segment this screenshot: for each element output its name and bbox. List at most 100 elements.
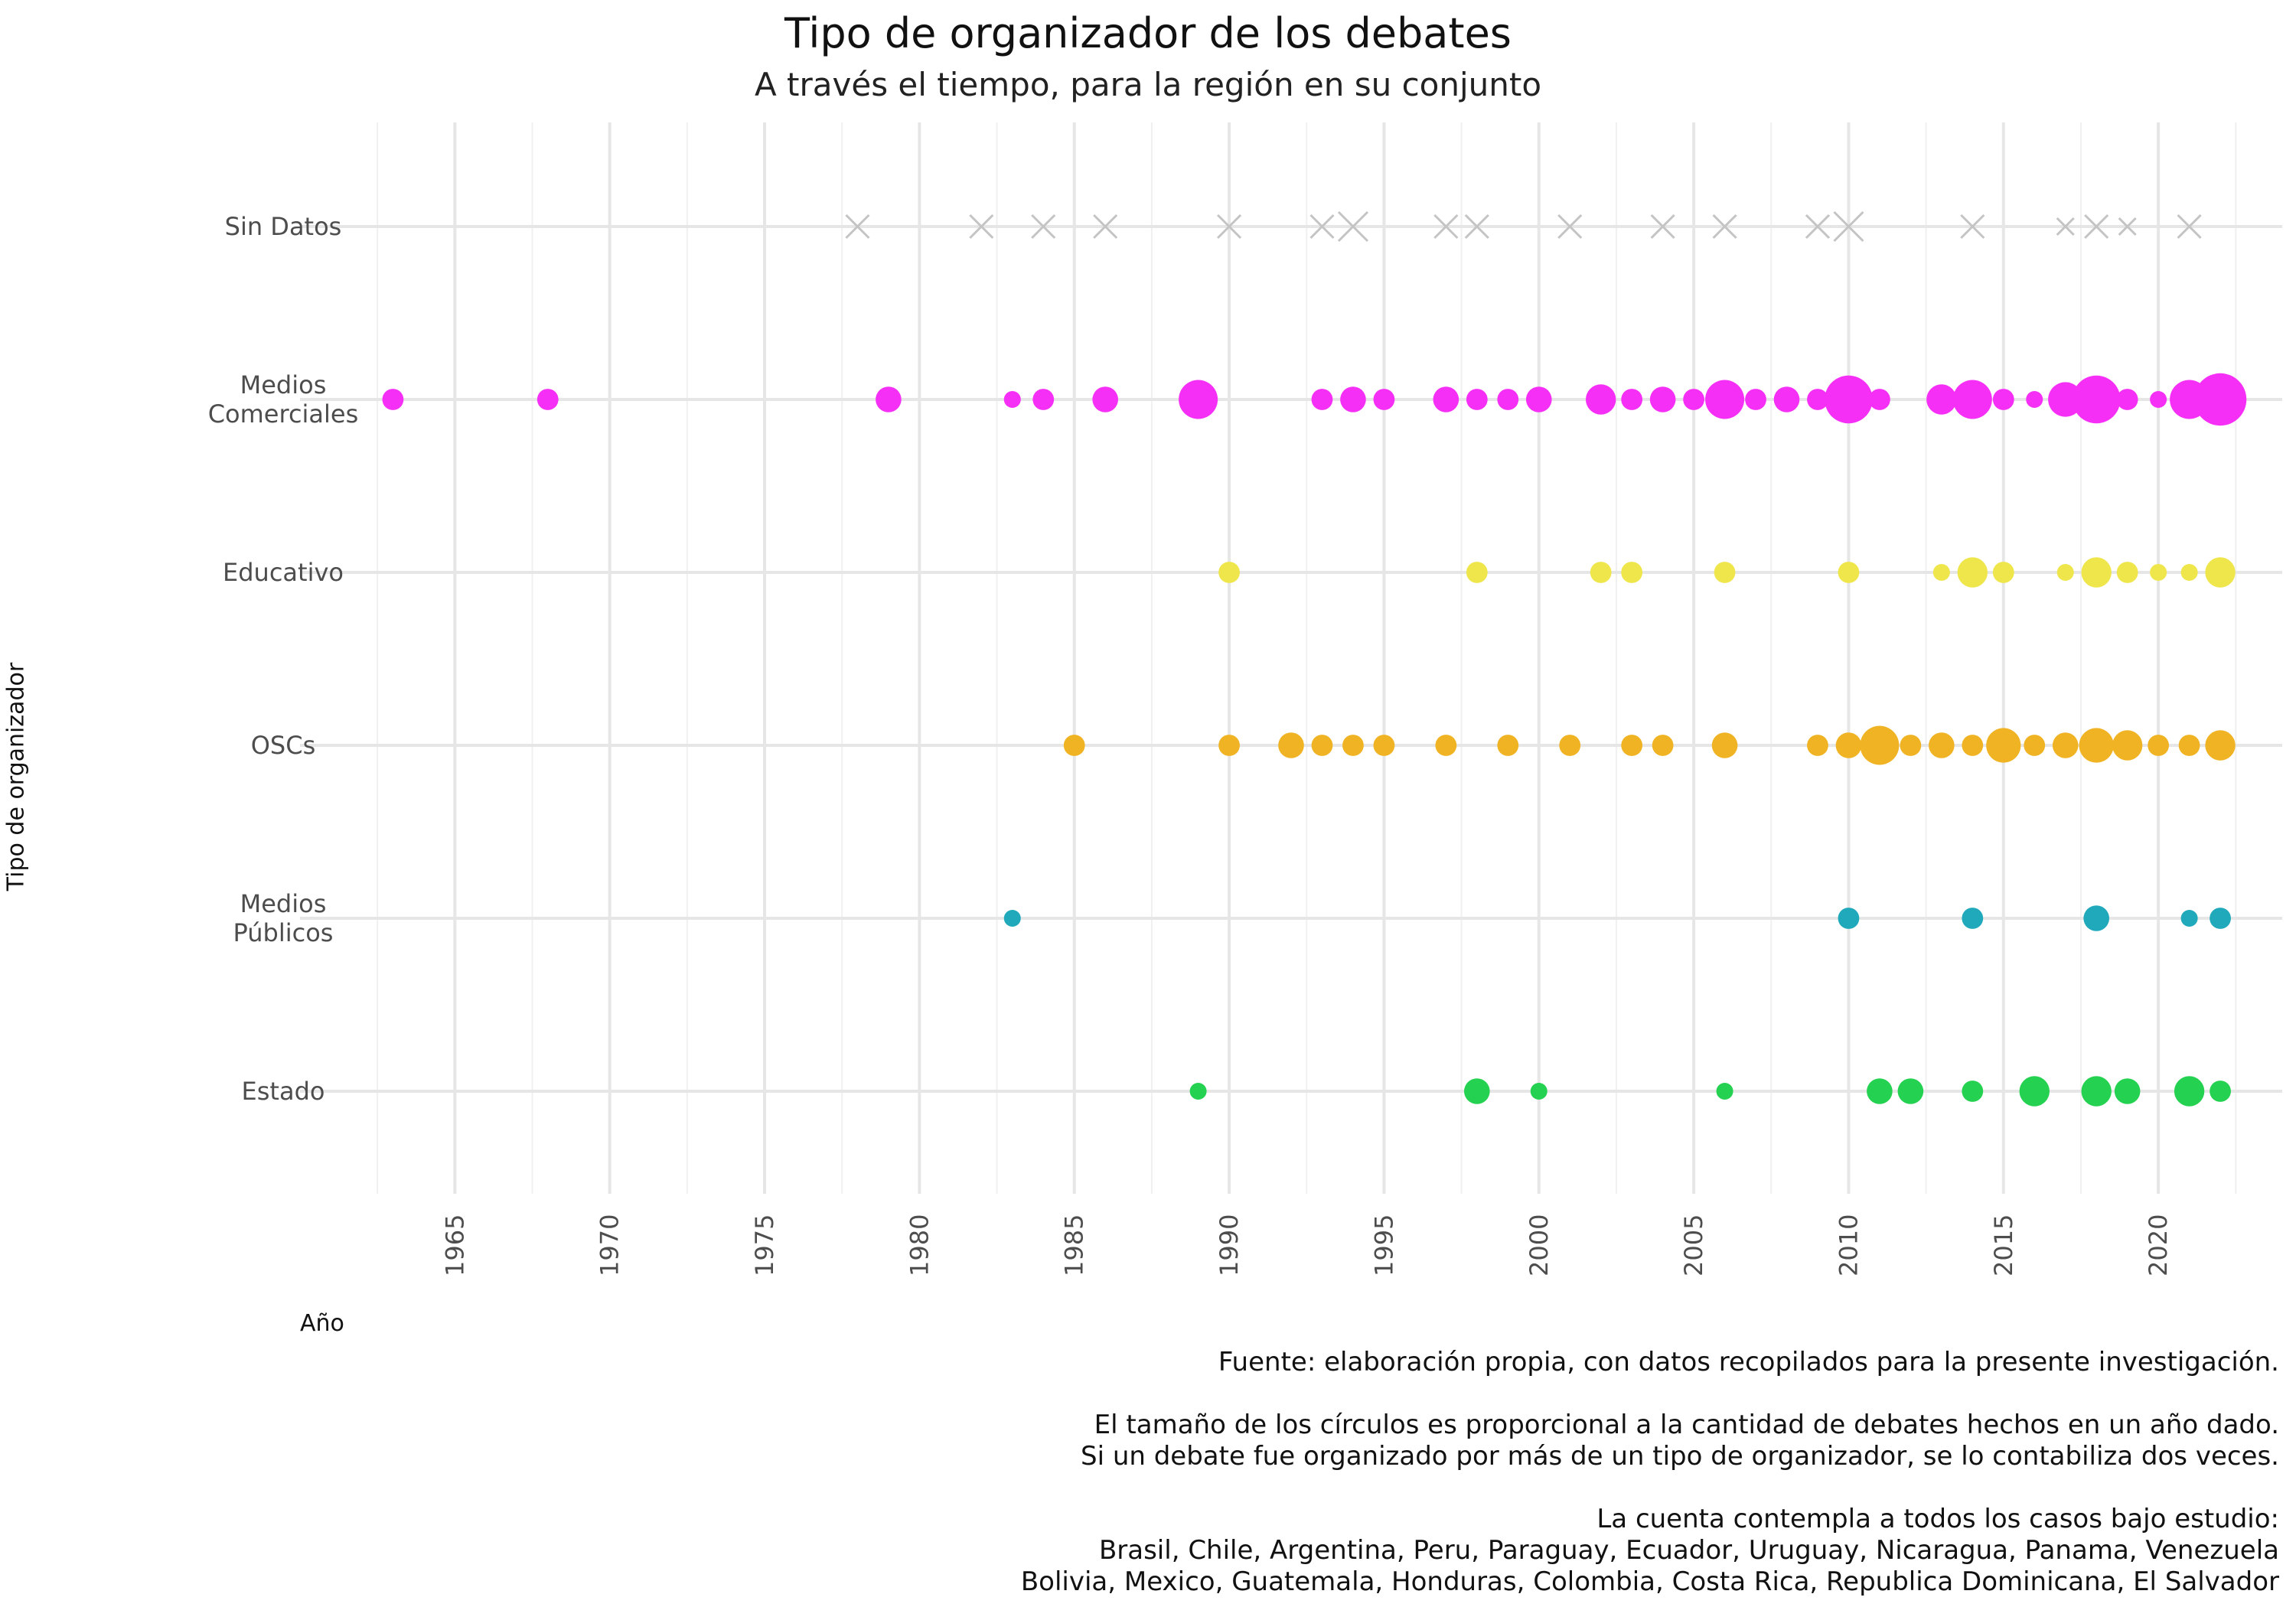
- data-point-x: [1433, 214, 1459, 240]
- data-point-x: [1464, 214, 1489, 240]
- data-point: [2148, 735, 2170, 756]
- x-marker-stroke: [1833, 210, 1864, 243]
- x-axis-title: Año: [300, 1310, 344, 1337]
- x-marker-stroke: [1712, 214, 1737, 240]
- data-point: [1952, 380, 1992, 419]
- data-point: [1745, 389, 1766, 410]
- y-axis-title: Tipo de organizador: [3, 663, 30, 892]
- data-point: [1716, 1083, 1733, 1100]
- x-marker-stroke: [1093, 214, 1118, 240]
- x-tick-label: 2005: [1679, 1214, 1708, 1276]
- data-point: [2114, 1078, 2141, 1104]
- data-point: [1218, 562, 1240, 583]
- data-point-x: [1337, 210, 1368, 243]
- data-point: [1218, 735, 1240, 756]
- data-point: [2081, 1076, 2112, 1107]
- data-point: [1986, 728, 2021, 763]
- x-marker-stroke: [2177, 214, 2202, 240]
- x-tick-label: 1985: [1060, 1214, 1089, 1276]
- x-tick-label: 1975: [750, 1214, 779, 1276]
- data-point: [1929, 732, 1955, 758]
- x-tick-label: 2000: [1525, 1214, 1554, 1276]
- data-point-x: [1093, 214, 1118, 240]
- data-point: [1189, 1083, 1207, 1100]
- data-point: [1497, 735, 1519, 756]
- y-tick-label: Medios: [240, 370, 327, 399]
- data-point: [1433, 386, 1459, 412]
- caption-line: La cuenta contempla a todos los casos ba…: [1596, 1504, 2279, 1534]
- chart-caption: Fuente: elaboración propia, con datos re…: [902, 1347, 2279, 1598]
- x-marker-stroke: [845, 214, 870, 240]
- data-point: [1621, 389, 1643, 410]
- data-point-x: [2177, 214, 2202, 240]
- data-point-x: [2118, 217, 2137, 236]
- x-tick-label: 2015: [1989, 1214, 2018, 1276]
- data-point: [1835, 732, 1862, 758]
- data-point: [1373, 389, 1395, 410]
- data-point-x: [1960, 214, 1985, 240]
- data-point: [2150, 391, 2167, 408]
- data-point: [1962, 908, 1984, 929]
- x-marker-stroke: [1031, 214, 1056, 240]
- caption-line: Brasil, Chile, Argentina, Peru, Paraguay…: [1098, 1535, 2279, 1566]
- y-tick-label: Comerciales: [208, 399, 359, 429]
- data-point: [2205, 557, 2236, 588]
- data-point: [1957, 557, 1988, 588]
- data-point: [1525, 386, 1552, 412]
- data-point: [1373, 735, 1395, 756]
- data-point-x: [2084, 214, 2109, 240]
- data-point: [536, 389, 559, 410]
- data-point-x: [1031, 214, 1056, 240]
- data-point: [1867, 1078, 1893, 1104]
- data-point-x: [1557, 214, 1583, 240]
- data-point: [1926, 384, 1957, 415]
- y-tick-label: Sin Datos: [225, 212, 342, 241]
- x-marker-stroke: [1337, 210, 1368, 243]
- x-tick-label: 1990: [1215, 1214, 1244, 1276]
- y-tick-label: Estado: [242, 1077, 325, 1106]
- data-point: [1621, 562, 1643, 583]
- data-point: [2072, 375, 2121, 424]
- data-point: [1773, 386, 1800, 412]
- data-point: [1003, 910, 1021, 927]
- data-point: [2116, 562, 2138, 583]
- data-point: [1807, 389, 1828, 410]
- data-point: [1869, 389, 1890, 410]
- caption-line: Fuente: elaboración propia, con datos re…: [1218, 1347, 2279, 1377]
- plot-area: 1965 1970 1975 1980 1985 1990 1995 2000 2005 2010…: [208, 122, 2282, 1276]
- data-point: [1900, 735, 1922, 756]
- data-point: [2178, 735, 2200, 756]
- data-point: [2174, 1076, 2205, 1107]
- data-point: [2081, 557, 2112, 588]
- data-point: [1466, 389, 1488, 410]
- data-point: [2052, 732, 2079, 758]
- data-point: [1092, 386, 1118, 412]
- data-point: [1992, 389, 2014, 410]
- y-tick-label: Medios: [240, 889, 327, 918]
- x-marker-stroke: [1464, 214, 1489, 240]
- data-point: [2079, 728, 2114, 763]
- data-point-x: [2056, 217, 2075, 236]
- caption-line: [902, 1378, 2279, 1410]
- data-point: [1311, 389, 1333, 410]
- data-point: [2210, 1081, 2231, 1102]
- x-tick-label: 2010: [1834, 1214, 1863, 1276]
- caption-line: Bolivia, Mexico, Guatemala, Honduras, Co…: [1020, 1566, 2279, 1597]
- y-tick-label: OSCs: [251, 731, 316, 760]
- data-point-x: [1833, 210, 1864, 243]
- data-point-x: [1712, 214, 1737, 240]
- x-tick-label: 2020: [2144, 1214, 2173, 1276]
- data-point: [1464, 1078, 1490, 1104]
- data-point: [876, 386, 902, 412]
- x-marker-stroke: [1217, 214, 1242, 240]
- data-point: [2150, 564, 2167, 581]
- data-point: [1590, 562, 1612, 583]
- data-point: [1962, 1081, 1984, 1102]
- data-point: [1585, 384, 1616, 415]
- data-point: [1860, 725, 1900, 765]
- data-point: [1649, 386, 1676, 412]
- x-marker-stroke: [1960, 214, 1985, 240]
- data-point: [1435, 735, 1457, 756]
- data-point: [1711, 732, 1738, 758]
